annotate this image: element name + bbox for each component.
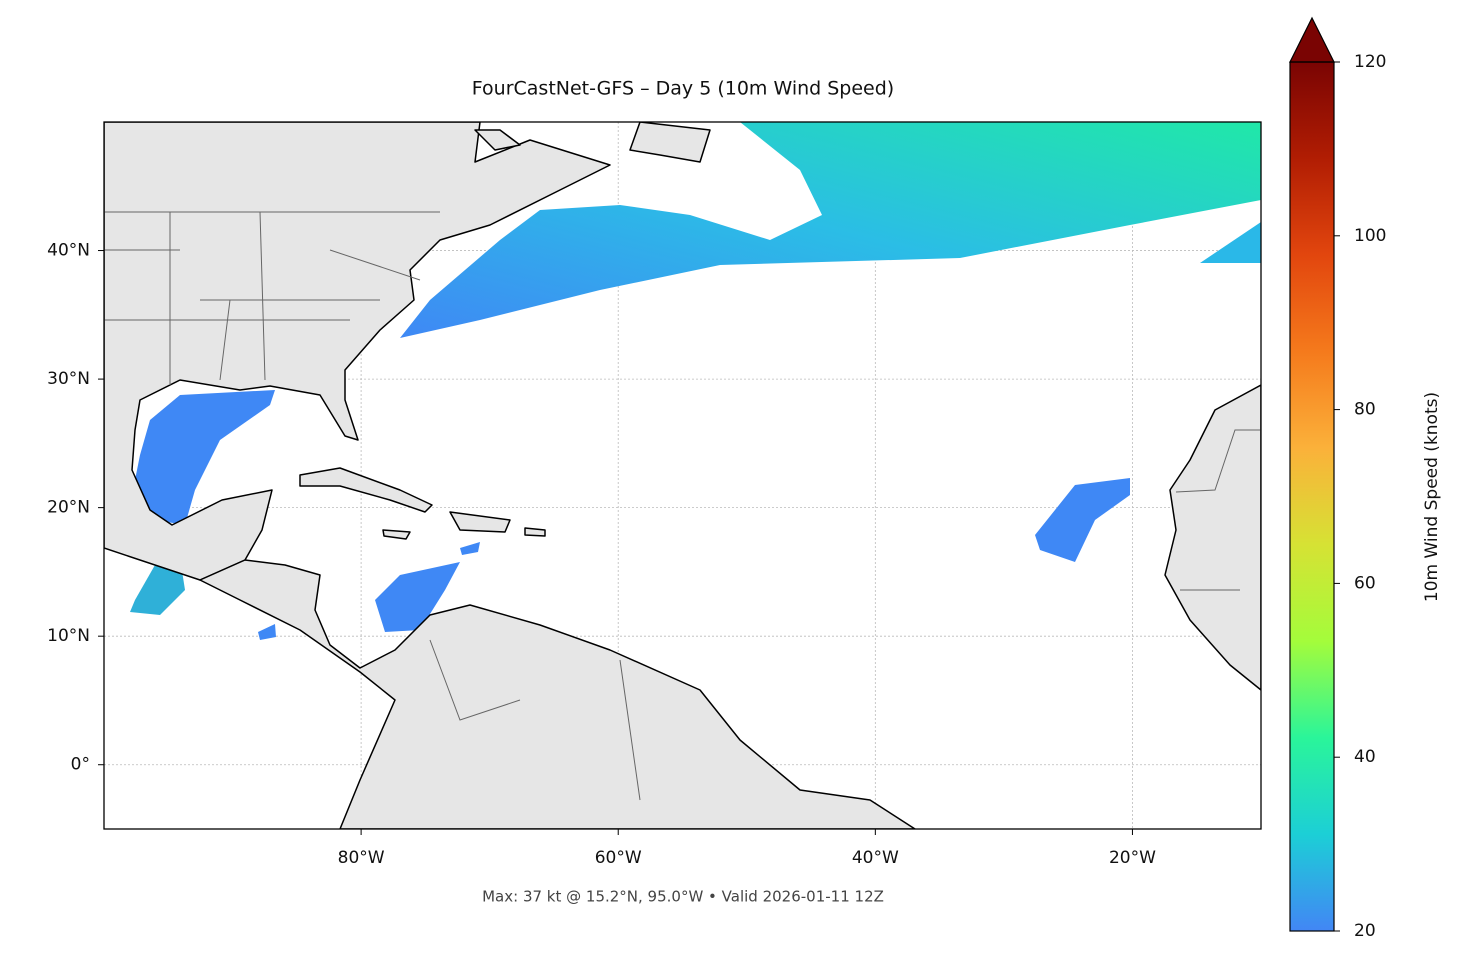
- wind-field: [135, 390, 275, 525]
- island: [299, 467, 433, 513]
- y-tick-label: 20°N: [47, 498, 90, 518]
- y-tick-label: 10°N: [47, 626, 90, 646]
- wind-field: [1200, 222, 1261, 263]
- colorbar-tick-label: 80: [1354, 400, 1376, 420]
- wind-field: [400, 122, 1261, 338]
- x-tick-label: 60°W: [595, 848, 642, 868]
- colorbar-tick-label: 40: [1354, 747, 1376, 767]
- x-tick-label: 20°W: [1109, 848, 1156, 868]
- colorbar-frame: [1289, 61, 1335, 932]
- annotation: Max: 37 kt @ 15.2°N, 95.0°W • Valid 2026…: [482, 888, 884, 906]
- y-tick-label: 0°: [71, 755, 90, 775]
- colorbar-label: 10m Wind Speed (knots): [1422, 392, 1442, 602]
- x-tick-label: 40°W: [852, 848, 899, 868]
- island: [382, 122, 711, 540]
- wind-field: [1035, 478, 1130, 562]
- wind-field: [130, 558, 185, 615]
- y-tick-label: 40°N: [47, 241, 90, 261]
- colorbar-tick-label: 20: [1354, 921, 1376, 941]
- map: [104, 122, 1261, 829]
- colorbar-scale: [1290, 62, 1334, 931]
- colorbar-tick-label: 100: [1354, 226, 1386, 246]
- chart-title: FourCastNet-GFS – Day 5 (10m Wind Speed): [472, 78, 894, 100]
- y-tick-label: 30°N: [47, 369, 90, 389]
- border: [104, 211, 1261, 801]
- colorbar-tick-label: 120: [1354, 52, 1386, 72]
- land: [1164, 384, 1261, 691]
- land: [199, 559, 916, 829]
- map-frame: [103, 121, 1262, 830]
- land: [104, 122, 611, 581]
- colorbar-tick-label: 60: [1354, 573, 1376, 593]
- wind-field: [375, 562, 460, 632]
- x-tick-label: 80°W: [338, 848, 385, 868]
- colorbar: 20 40 60 80 100 120: [1289, 16, 1386, 941]
- colorbar-extend: [1289, 16, 1335, 63]
